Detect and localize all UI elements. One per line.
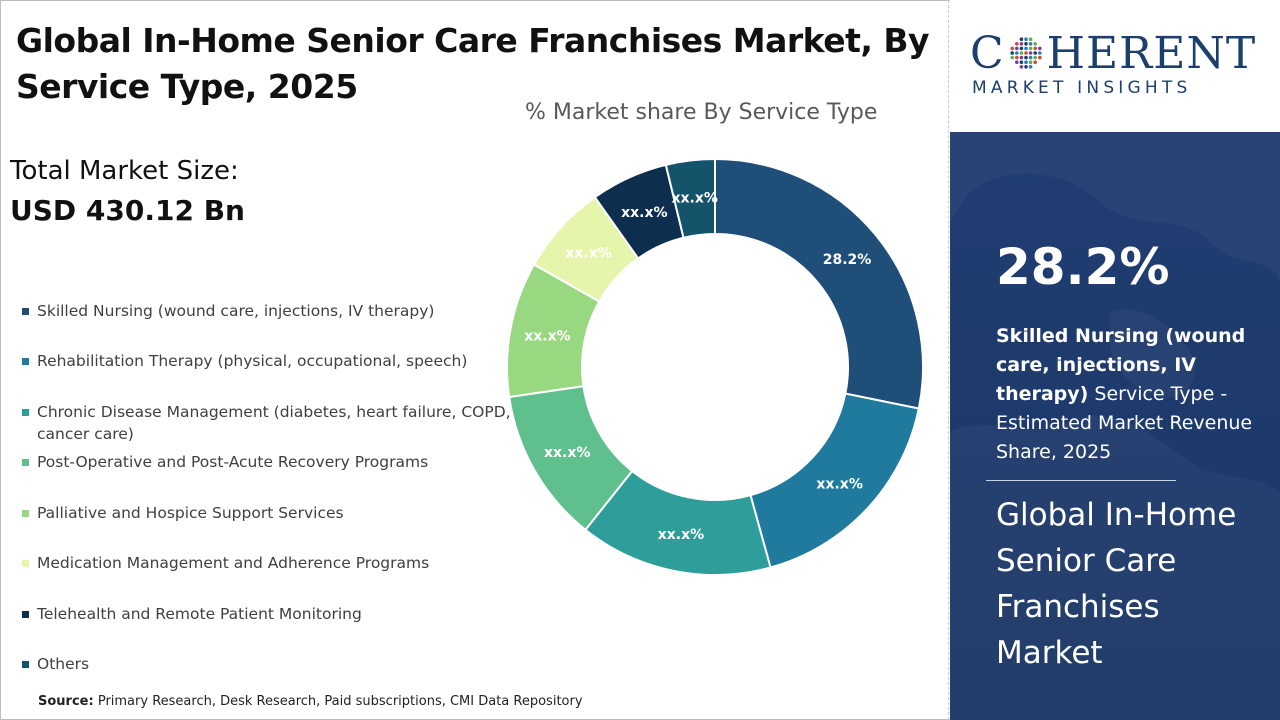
slice-label: xx.x% [658,527,704,543]
legend-item: Post-Operative and Post-Acute Recovery P… [22,451,512,473]
globe-dot [1019,50,1023,55]
market-size-label: Total Market Size: [10,156,239,186]
globe-dot [1033,46,1037,50]
side-panel: 28.2% Skilled Nursing (wound care, injec… [950,132,1280,720]
globe-dot [1010,46,1014,50]
legend-swatch [22,308,29,315]
globe-dot [1028,59,1033,64]
globe-dot [1023,41,1028,46]
side-description: Skilled Nursing (wound care, injections,… [996,322,1256,467]
globe-dot [1014,41,1019,46]
globe-dot [1010,50,1014,55]
legend-label: Telehealth and Remote Patient Monitoring [37,605,362,623]
side-percent: 28.2% [996,238,1170,296]
legend-label: Others [37,655,90,673]
globe-dot [1014,59,1019,64]
legend-item: Skilled Nursing (wound care, injections,… [22,300,512,322]
side-market-name: Global In-Home Senior Care Franchises Ma… [996,497,1237,671]
globe-dot [1023,55,1028,59]
legend-label: Palliative and Hospice Support Services [37,504,344,522]
globe-dot [1037,55,1042,59]
slice-label: xx.x% [565,246,611,262]
side-description-bold: Skilled Nursing (wound care, injections,… [996,325,1246,405]
legend-item: Telehealth and Remote Patient Monitoring [22,603,512,625]
globe-dot [1010,55,1014,59]
legend-item: Medication Management and Adherence Prog… [22,552,512,574]
source-text: Primary Research, Desk Research, Paid su… [97,694,583,709]
globe-dot [1014,50,1019,55]
logo-word-right: HERENT [1046,28,1257,79]
legend-label: Skilled Nursing (wound care, injections,… [37,302,435,320]
legend-label: Chronic Disease Management (diabetes, he… [37,403,511,443]
legend-item: Others [22,653,512,675]
legend-label: Rehabilitation Therapy (physical, occupa… [37,352,468,370]
divider [948,0,949,720]
globe-dot [1019,55,1023,59]
globe-dot [1033,41,1037,46]
globe-dot [1033,59,1037,64]
globe-dot [1014,46,1019,50]
logo-word-left: C [970,28,1005,79]
legend-item: Palliative and Hospice Support Services [22,502,512,524]
logo: C HERENT MARKET INSIGHTS [950,0,1280,132]
legend-swatch [22,560,29,567]
slice-label: xx.x% [671,191,717,207]
slice-label: xx.x% [544,445,590,461]
globe-dot [1033,55,1037,59]
slice-label: xx.x% [816,476,862,492]
globe-dot [1028,64,1033,69]
legend-swatch [22,661,29,668]
legend-swatch [22,358,29,365]
globe-dot [1019,59,1023,64]
globe-dot [1028,50,1033,55]
globe-dot [1019,41,1023,46]
globe-dot [1028,55,1033,59]
globe-dots-icon [1010,36,1042,69]
legend-swatch [22,459,29,466]
page-title: Global In-Home Senior Care Franchises Ma… [16,21,930,106]
source-note: Source: Primary Research, Desk Research,… [38,694,583,709]
donut-slice [714,157,924,410]
globe-dot [1028,41,1033,46]
donut-chart: 28.2%xx.x%xx.x%xx.x%xx.x%xx.x%xx.x%xx.x% [506,157,924,576]
globe-dot [1037,46,1042,50]
globe-dot [1023,46,1028,50]
globe-dot [1019,36,1023,41]
globe-dot [1023,36,1028,41]
donut-slice [664,157,716,239]
side-description-rest: Service Type - Estimated Market Revenue … [996,383,1253,463]
legend-label: Medication Management and Adherence Prog… [37,554,430,572]
globe-dot [1023,59,1028,64]
globe-dot [1019,46,1023,50]
source-label: Source: [38,694,94,709]
slice-label: xx.x% [524,329,570,345]
globe-dot [1023,50,1028,55]
globe-dot [1028,36,1033,41]
globe-dot [1037,50,1042,55]
globe-dot [1014,55,1019,59]
legend-swatch [22,409,29,416]
logo-wordmark: C HERENT [970,30,1270,78]
legend-label: Post-Operative and Post-Acute Recovery P… [37,453,429,471]
slice-label: xx.x% [621,205,667,221]
legend-item: Chronic Disease Management (diabetes, he… [22,401,512,445]
legend-swatch [22,510,29,517]
world-map-icon [950,132,1280,398]
globe-dot [1023,64,1028,69]
side-rule [986,480,1176,481]
globe-dot [1019,64,1023,69]
market-size-value: USD 430.12 Bn [10,194,245,227]
chart-title: % Market share By Service Type [525,100,878,125]
globe-dot [1033,50,1037,55]
slice-label: 28.2% [823,252,872,268]
legend-item: Rehabilitation Therapy (physical, occupa… [22,350,512,372]
logo-subtitle: MARKET INSIGHTS [972,78,1192,98]
globe-dot [1028,46,1033,50]
legend-swatch [22,611,29,618]
